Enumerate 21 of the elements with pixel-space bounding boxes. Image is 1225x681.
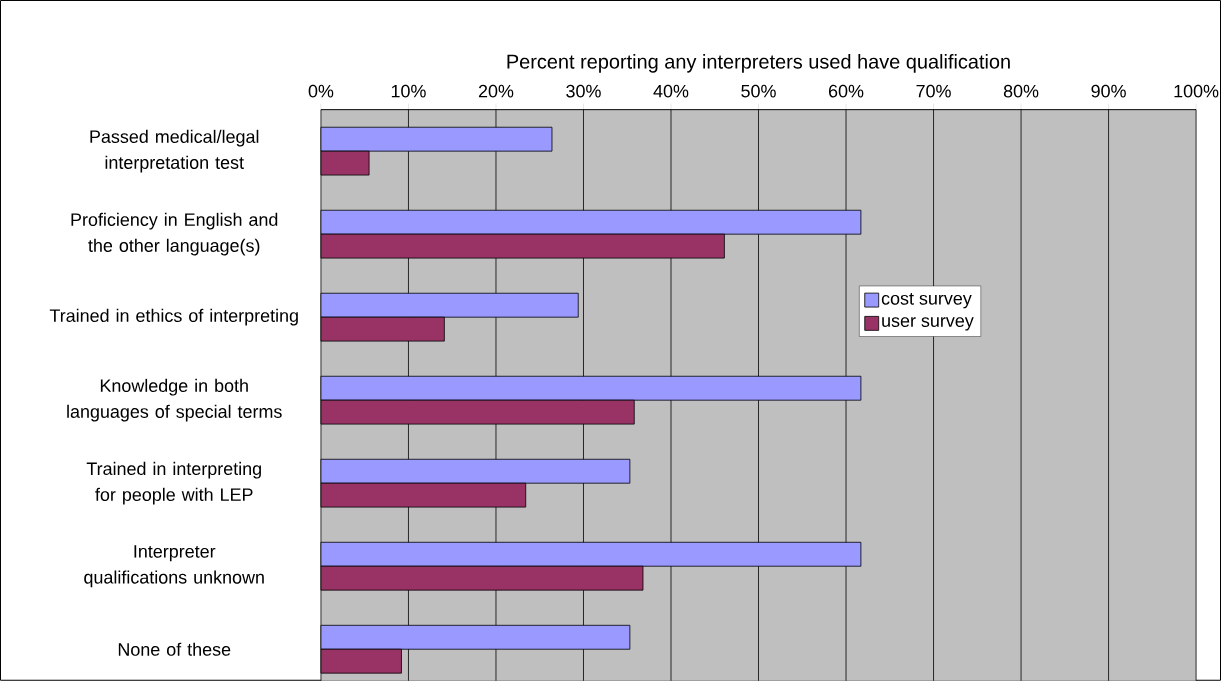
y-tick-label: Knowledge in both languages of special terms — [67, 378, 282, 422]
x-tick-label: 70% — [916, 84, 951, 98]
y-tick-label: Trained in ethics of interpreting — [49, 308, 298, 326]
x-tick-label: 100% — [1174, 84, 1219, 98]
y-tick-label: Trained in interpreting for people with LEP — [86, 461, 261, 505]
x-tick-label: 90% — [1091, 84, 1126, 98]
legend-label: cost survey — [881, 292, 972, 309]
y-tick-label: Interpreter qualifications unknown — [84, 545, 264, 588]
x-tick-label: 0% — [308, 84, 334, 98]
y-tick-label: Passed medical/legal interpretation test — [90, 129, 259, 173]
x-tick-label: 50% — [741, 84, 776, 98]
y-tick-label: Proficiency in English and the other language(s) — [71, 212, 278, 256]
x-tick-label: 40% — [653, 84, 689, 98]
y-tick-label: None of these — [118, 642, 231, 656]
x-tick-label: 80% — [1003, 84, 1039, 98]
x-tick-label: 30% — [566, 84, 601, 98]
legend-label: user survey — [882, 317, 974, 331]
x-tick-label: 20% — [478, 84, 514, 98]
x-axis-title: Percent reporting any interpreters used have qualification — [507, 53, 1010, 73]
x-tick-label: 10% — [391, 84, 426, 98]
x-tick-label: 60% — [828, 84, 864, 98]
